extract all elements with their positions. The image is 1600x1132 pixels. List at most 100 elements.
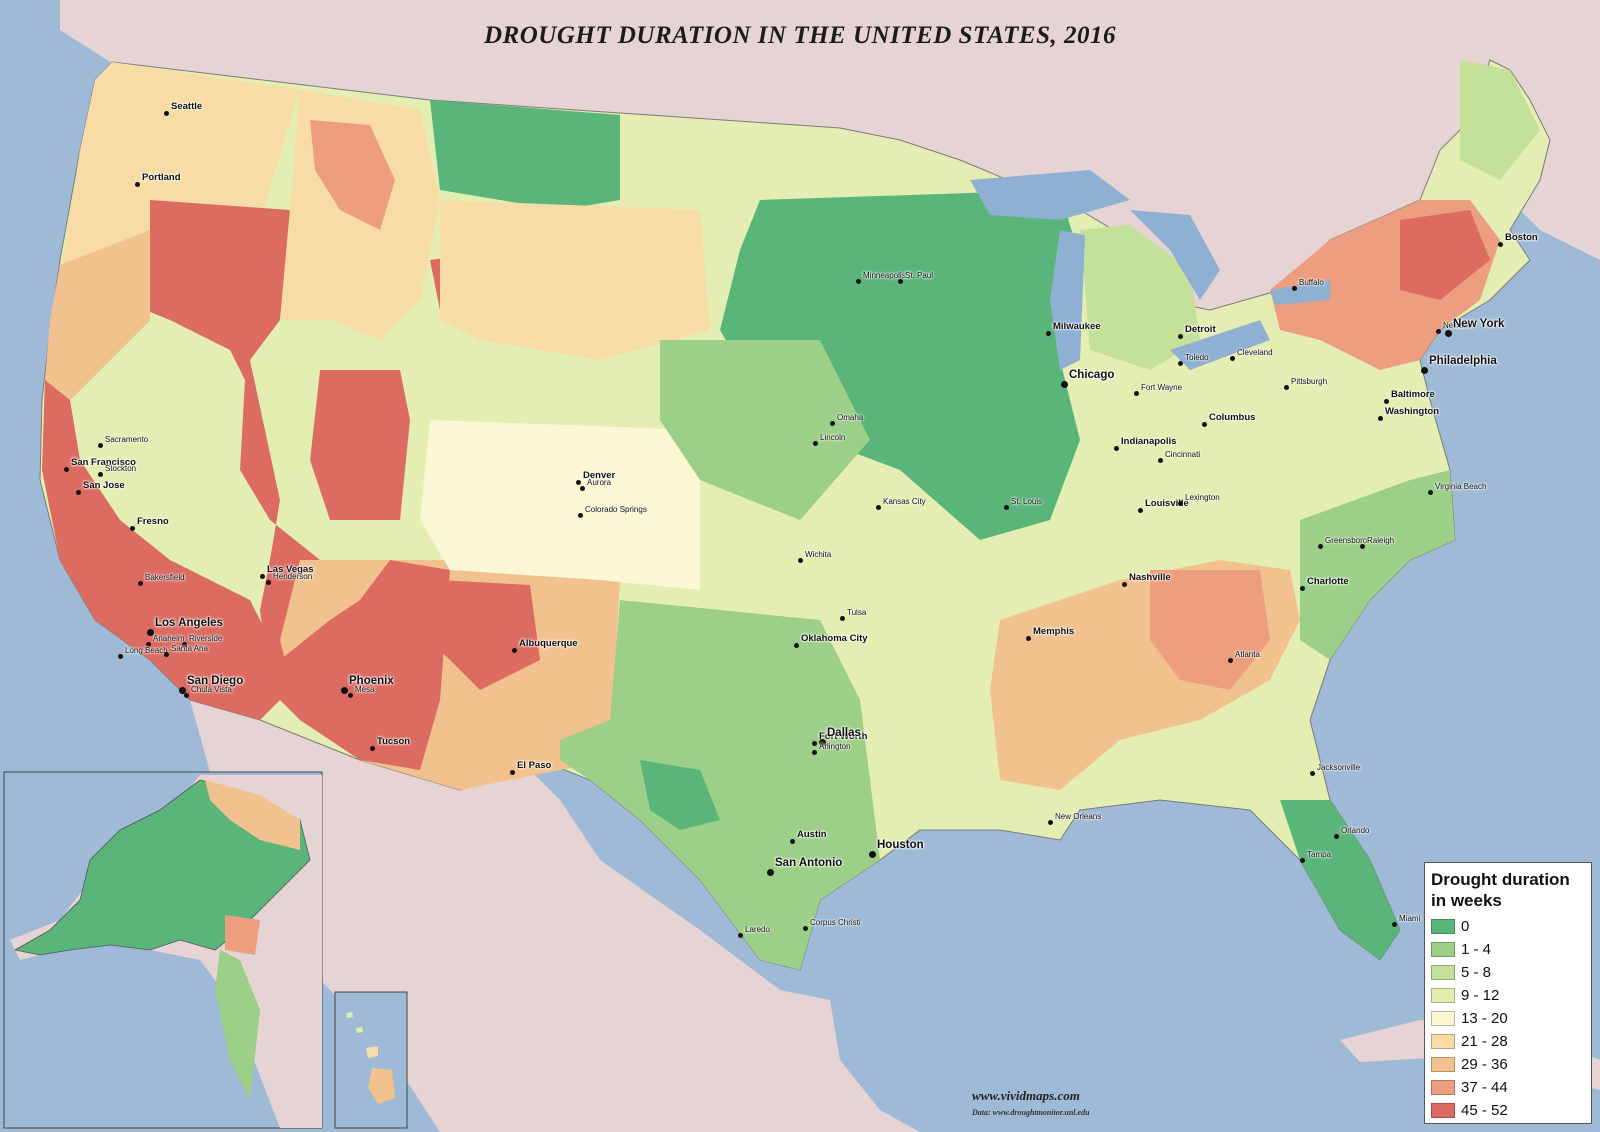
city-label: Orlando: [1341, 826, 1370, 835]
legend-label: 9 - 12: [1461, 987, 1500, 1004]
city-label: Fort Worth: [819, 731, 868, 742]
city-dot: [163, 651, 169, 657]
legend-swatch: [1431, 1103, 1455, 1118]
city-label: Philadelphia: [1429, 355, 1497, 367]
region-central-pale: [420, 420, 700, 590]
city-label: New Orleans: [1055, 812, 1102, 821]
city-dot: [855, 278, 861, 284]
city-dot: [1113, 445, 1119, 451]
city-dot: [1177, 500, 1183, 506]
city-dot: [793, 642, 799, 648]
map-title: DROUGHT DURATION IN THE UNITED STATES, 2…: [484, 22, 1116, 49]
city-dot: [1177, 333, 1183, 339]
city-dot: [146, 628, 154, 636]
alaska-red: [225, 915, 260, 955]
city-dot: [789, 838, 795, 844]
city-label: San Diego: [187, 675, 244, 687]
region-plains-green: [660, 340, 870, 520]
city-label: Anaheim: [153, 634, 185, 643]
city-label: Omaha: [837, 413, 864, 422]
city-label: Arlington: [819, 742, 851, 751]
city-label: Jacksonville: [1317, 763, 1361, 772]
hawaii-oahu: [356, 1027, 363, 1033]
region-appalachia-red: [1150, 570, 1270, 690]
region-montana-green: [430, 100, 620, 210]
city-dot: [577, 512, 583, 518]
region-nm-red: [440, 580, 540, 690]
city-label: San Antonio: [775, 857, 843, 869]
hawaii-maui: [366, 1046, 378, 1058]
city-dot: [1201, 421, 1207, 427]
city-dot: [97, 471, 103, 477]
lake-ontario: [1270, 280, 1330, 305]
city-label: Albuquerque: [519, 638, 578, 649]
city-dot: [1291, 285, 1297, 291]
city-label: Pittsburgh: [1291, 377, 1328, 386]
legend-item: 29 - 36: [1431, 1053, 1585, 1076]
region-nevada-light: [250, 360, 320, 500]
city-label: Boston: [1505, 232, 1538, 243]
city-label: Tucson: [377, 736, 411, 747]
legend-title: Drought duration in weeks: [1431, 870, 1570, 910]
legend-label: 45 - 52: [1461, 1102, 1508, 1119]
city-dot: [1121, 581, 1127, 587]
legend-swatch: [1431, 919, 1455, 934]
legend-label: 1 - 4: [1461, 941, 1492, 958]
city-label: Tulsa: [847, 608, 867, 617]
legend-label: 37 - 44: [1461, 1079, 1508, 1096]
city-dot: [265, 579, 271, 585]
region-idaho-red: [310, 120, 395, 230]
legend-swatch: [1431, 1011, 1455, 1026]
city-label: Newark: [1443, 321, 1471, 330]
region-michigan: [1080, 225, 1200, 370]
alaska-panhandle: [215, 950, 260, 1100]
region-texas-dark: [640, 760, 720, 830]
city-dot: [737, 932, 743, 938]
city-label: Dallas: [827, 727, 861, 739]
city-label: Baltimore: [1391, 389, 1435, 400]
city-dot: [1309, 770, 1315, 776]
legend-swatch: [1431, 1034, 1455, 1049]
city-dot: [1435, 328, 1441, 334]
city-label: Louisville: [1145, 498, 1189, 509]
city-label: Raleigh: [1367, 536, 1395, 545]
legend-item: 37 - 44: [1431, 1076, 1585, 1099]
city-label: Laredo: [745, 925, 770, 934]
legend-swatch: [1431, 965, 1455, 980]
city-dot: [1299, 585, 1305, 591]
city-label: Chicago: [1069, 369, 1115, 381]
city-label: Cleveland: [1237, 348, 1273, 357]
city-label: Nashville: [1129, 572, 1171, 583]
city-dot: [868, 850, 876, 858]
legend-item: 9 - 12: [1431, 984, 1585, 1007]
city-dot: [181, 641, 187, 647]
city-dot: [511, 647, 517, 653]
city-label: San Francisco: [71, 457, 136, 468]
legend-item: 0: [1431, 915, 1585, 938]
city-label: Corpus Christi: [810, 918, 861, 927]
city-dot: [818, 738, 826, 746]
city-dot: [183, 692, 189, 698]
lake-michigan: [1050, 230, 1085, 370]
city-label: Santa Ana: [171, 644, 208, 653]
city-label: Las Vegas: [267, 564, 314, 575]
lake-erie: [1170, 320, 1270, 370]
region-plains-orange: [440, 200, 710, 360]
city-dot: [811, 740, 817, 746]
city-dot: [137, 580, 143, 586]
city-label: Buffalo: [1299, 278, 1324, 287]
city-label: New York: [1453, 318, 1505, 330]
city-label: Kansas City: [883, 497, 926, 506]
city-dot: [134, 181, 140, 187]
city-dot: [897, 278, 903, 284]
region-florida: [1280, 800, 1400, 960]
city-dot: [259, 573, 265, 579]
city-label: Memphis: [1033, 626, 1075, 637]
city-label: Washington: [1385, 406, 1439, 417]
city-label: Atlanta: [1235, 650, 1260, 659]
city-label: Fort Wayne: [1141, 383, 1183, 392]
city-label: Portland: [142, 172, 181, 183]
city-dot: [145, 641, 151, 647]
city-dot: [1299, 857, 1305, 863]
city-dot: [1427, 489, 1433, 495]
